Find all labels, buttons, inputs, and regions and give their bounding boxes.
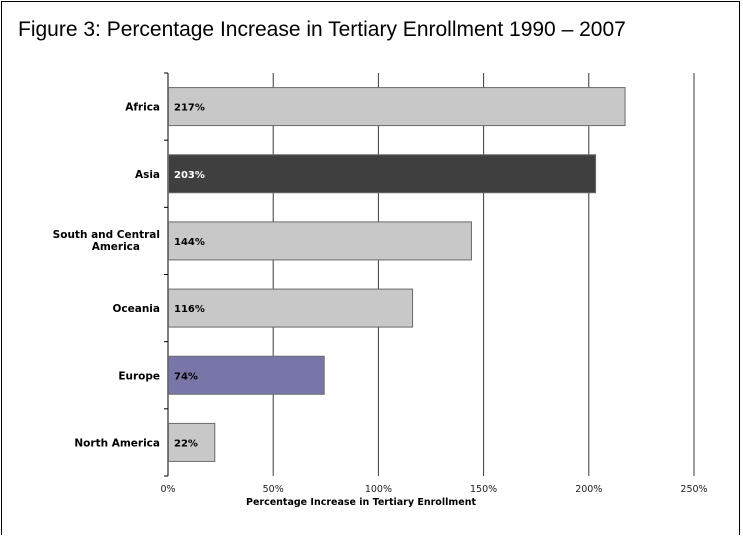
bar-value-label: 217% <box>174 103 205 114</box>
bar-value-label: 116% <box>174 304 205 315</box>
x-tick-label: 150% <box>470 484 497 495</box>
bar <box>168 422 216 462</box>
bars: 217% 203% 144% 116% 74% 22% <box>168 87 626 462</box>
category-label: Asia <box>135 169 160 181</box>
bar <box>168 355 325 395</box>
bar-value-label: 203% <box>174 170 205 181</box>
x-tick-label: 100% <box>365 484 392 495</box>
category-label: Africa <box>125 102 160 114</box>
category-label: South and Central America <box>53 229 160 253</box>
x-tick-labels: 0% 50% 100% 150% 200% 250% <box>160 484 707 495</box>
bar-value-label: 22% <box>174 438 198 449</box>
bar <box>168 288 414 328</box>
category-label: Europe <box>118 370 160 382</box>
bar <box>168 154 597 194</box>
category-label: North America <box>74 437 160 449</box>
x-tick-label: 200% <box>575 484 602 495</box>
bar-value-label: 144% <box>174 237 205 248</box>
category-label: Oceania <box>112 303 160 315</box>
bar <box>168 87 626 127</box>
figure-title: Figure 3: Percentage Increase in Tertiar… <box>18 18 626 41</box>
x-tick-label: 0% <box>160 484 175 495</box>
bar-value-label: 74% <box>174 371 198 382</box>
bar <box>168 221 472 261</box>
x-tick-label: 50% <box>263 484 284 495</box>
category-labels: Africa Asia South and Central America Oceani… <box>53 102 160 450</box>
x-tick-label: 250% <box>680 484 707 495</box>
x-axis-title: Percentage Increase in Tertiary Enrollme… <box>246 497 476 508</box>
gridlines <box>272 73 695 476</box>
axes <box>164 72 169 477</box>
